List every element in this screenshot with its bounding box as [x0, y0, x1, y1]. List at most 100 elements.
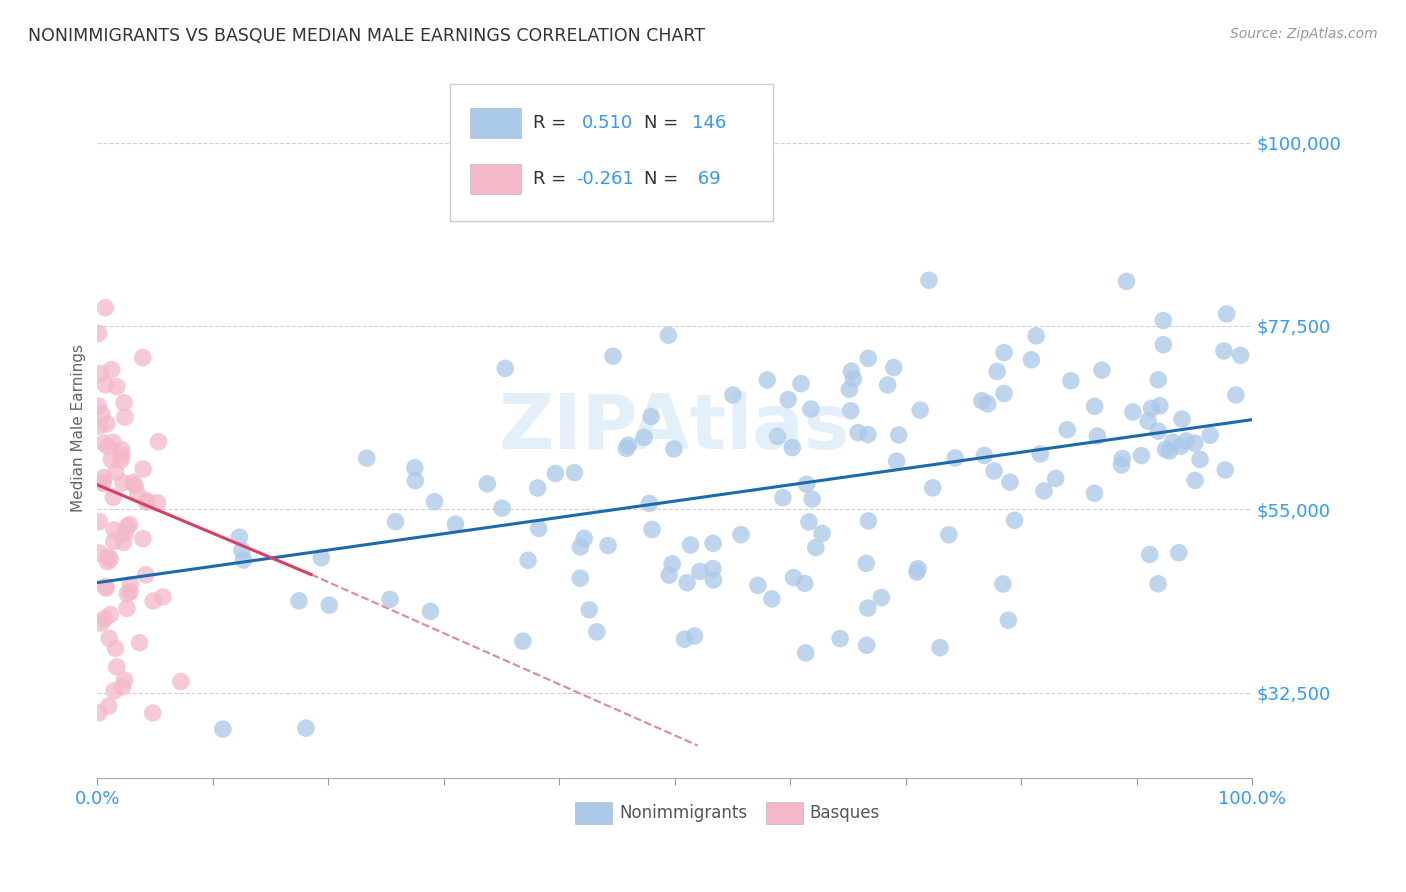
Point	[908, 403, 931, 417]
Point	[1147, 373, 1170, 387]
Point	[494, 361, 516, 376]
Point	[830, 632, 852, 646]
Point	[574, 532, 596, 546]
Point	[855, 557, 877, 571]
Point	[232, 553, 254, 567]
Point	[617, 438, 640, 452]
Point	[146, 496, 169, 510]
Point	[766, 429, 789, 443]
Text: R =: R =	[533, 170, 572, 188]
Point	[112, 395, 135, 409]
Point	[356, 451, 378, 466]
Point	[94, 581, 117, 595]
Point	[128, 635, 150, 649]
Point	[1021, 352, 1043, 367]
Point	[929, 640, 952, 655]
Point	[1083, 486, 1105, 500]
Point	[111, 442, 134, 457]
Point	[702, 536, 724, 550]
Text: 69: 69	[692, 170, 721, 188]
Point	[103, 491, 125, 505]
Point	[796, 477, 818, 491]
Point	[778, 392, 800, 407]
Point	[790, 376, 813, 391]
Text: NONIMMIGRANTS VS BASQUE MEDIAN MALE EARNINGS CORRELATION CHART: NONIMMIGRANTS VS BASQUE MEDIAN MALE EARN…	[28, 27, 706, 45]
Point	[120, 585, 142, 599]
Text: ZIPAtlas: ZIPAtlas	[499, 391, 851, 465]
Point	[886, 454, 908, 468]
Point	[800, 401, 823, 416]
Point	[87, 326, 110, 341]
Point	[117, 587, 139, 601]
Point	[122, 475, 145, 490]
Point	[118, 517, 141, 532]
Point	[228, 530, 250, 544]
Point	[1229, 348, 1251, 362]
Point	[90, 408, 112, 422]
Point	[212, 722, 235, 736]
Point	[658, 568, 681, 582]
Point	[662, 442, 685, 456]
Point	[111, 475, 134, 490]
FancyBboxPatch shape	[471, 164, 522, 194]
Point	[91, 475, 114, 490]
Point	[673, 632, 696, 647]
Point	[419, 604, 441, 618]
Point	[858, 514, 880, 528]
Point	[977, 397, 1000, 411]
Point	[1111, 458, 1133, 472]
Point	[96, 417, 118, 431]
Point	[661, 557, 683, 571]
Point	[1115, 274, 1137, 288]
Point	[89, 515, 111, 529]
Point	[89, 367, 111, 381]
Point	[97, 555, 120, 569]
Point	[1140, 401, 1163, 416]
Point	[564, 466, 586, 480]
Point	[93, 470, 115, 484]
Point	[526, 481, 548, 495]
Point	[87, 706, 110, 720]
Point	[105, 660, 128, 674]
Text: Basques: Basques	[810, 805, 880, 822]
Point	[97, 699, 120, 714]
Point	[1154, 442, 1177, 457]
Point	[973, 449, 995, 463]
Point	[986, 364, 1008, 378]
Point	[1139, 548, 1161, 562]
Point	[585, 624, 607, 639]
Point	[1045, 471, 1067, 485]
Point	[1170, 439, 1192, 453]
Point	[98, 632, 121, 646]
Text: Source: ZipAtlas.com: Source: ZipAtlas.com	[1230, 27, 1378, 41]
Point	[1184, 474, 1206, 488]
Point	[101, 435, 124, 450]
Point	[94, 301, 117, 315]
Point	[676, 575, 699, 590]
Point	[883, 360, 905, 375]
Y-axis label: Median Male Earnings: Median Male Earnings	[72, 343, 86, 512]
Point	[135, 493, 157, 508]
Point	[477, 476, 499, 491]
Point	[517, 553, 540, 567]
Point	[839, 403, 862, 417]
Point	[856, 601, 879, 615]
Point	[132, 532, 155, 546]
Point	[794, 646, 817, 660]
Point	[1213, 343, 1236, 358]
Point	[633, 430, 655, 444]
Point	[94, 580, 117, 594]
Point	[855, 638, 877, 652]
Point	[721, 388, 744, 402]
Point	[97, 440, 120, 454]
Point	[111, 680, 134, 694]
Point	[801, 492, 824, 507]
Point	[614, 442, 637, 456]
Point	[89, 419, 111, 434]
Point	[114, 410, 136, 425]
Point	[991, 577, 1014, 591]
Point	[384, 515, 406, 529]
Point	[1152, 337, 1174, 351]
Point	[311, 550, 333, 565]
Point	[921, 481, 943, 495]
